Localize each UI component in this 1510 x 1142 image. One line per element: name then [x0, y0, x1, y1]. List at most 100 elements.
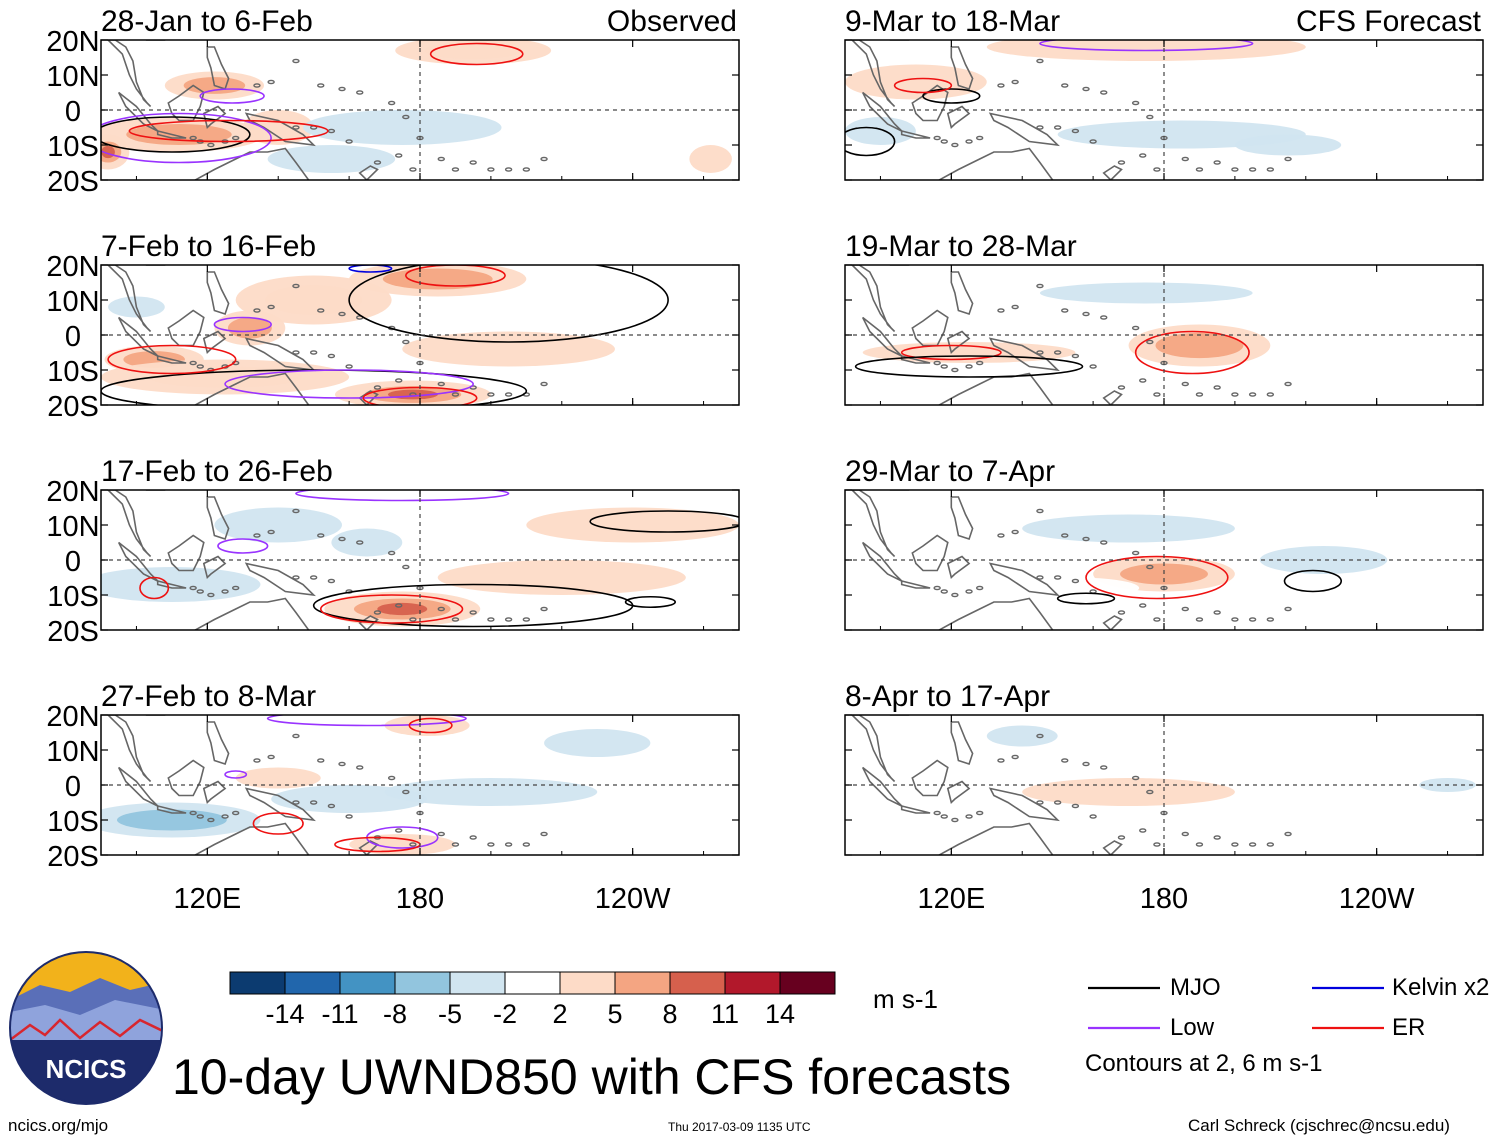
coastline — [193, 372, 310, 405]
island — [338, 86, 346, 92]
y-tick-label: 10S — [47, 581, 99, 613]
y-tick-label: 0 — [65, 321, 81, 353]
coastline — [900, 129, 931, 139]
coastline — [156, 354, 187, 364]
anomaly-blob — [969, 148, 1076, 170]
island — [292, 575, 300, 580]
panel-period: 19-Mar to 28-Mar — [845, 230, 1077, 263]
coastline — [1102, 840, 1123, 855]
island — [345, 139, 353, 144]
coastline — [946, 330, 971, 355]
anomaly-blob — [590, 293, 676, 314]
island — [487, 842, 495, 847]
y-tick-label: 0 — [65, 771, 81, 803]
island — [1036, 575, 1044, 580]
x-tick-label: 120W — [595, 883, 671, 915]
island — [395, 603, 403, 608]
island — [487, 392, 495, 397]
y-tick-label: 10S — [47, 806, 99, 838]
contour-er — [252, 812, 304, 835]
island — [469, 160, 477, 165]
colorbar-tick-label: -8 — [383, 999, 407, 1029]
island — [338, 761, 346, 767]
anomaly-core — [382, 268, 493, 290]
panel-background — [845, 40, 1483, 180]
island — [1266, 392, 1275, 397]
island — [504, 617, 513, 622]
island — [1284, 156, 1292, 162]
logo-chart-line — [10, 1018, 162, 1041]
island — [292, 800, 300, 805]
island — [1100, 315, 1108, 320]
island — [1082, 311, 1090, 317]
panel-content — [101, 40, 732, 180]
island — [451, 167, 460, 172]
anomaly-blob — [544, 729, 651, 757]
island — [402, 339, 410, 345]
island — [327, 578, 336, 584]
island — [1131, 550, 1140, 556]
anomaly-blob — [1234, 134, 1342, 156]
island — [327, 353, 336, 359]
colorbar: -14 -11 -8 -5 -2 2 5 8 11 14 — [229, 971, 836, 1029]
colorbar-segment — [614, 971, 671, 995]
island — [965, 139, 973, 144]
island — [1061, 83, 1069, 88]
anomaly-blob — [1022, 514, 1235, 543]
island — [1053, 350, 1062, 355]
island — [951, 592, 959, 598]
x-tick-label: 120E — [917, 883, 985, 915]
legend-label-kelvin: Kelvin x2 — [1392, 974, 1490, 1001]
coastline — [950, 46, 974, 91]
coastline — [1102, 390, 1123, 405]
coastline — [358, 165, 379, 180]
coastline — [106, 265, 152, 333]
island — [1061, 308, 1069, 313]
coastline — [244, 562, 316, 597]
island — [387, 550, 396, 556]
anomaly-blob — [1447, 553, 1483, 567]
island — [504, 167, 513, 172]
coastline — [193, 147, 310, 180]
island — [1213, 835, 1221, 840]
island — [1071, 803, 1080, 809]
contour-er — [1134, 330, 1250, 375]
anomaly-core — [265, 285, 363, 315]
island — [196, 364, 204, 369]
y-tick-label: 20S — [47, 841, 99, 873]
coastline — [202, 555, 227, 580]
island — [540, 156, 548, 162]
contour-er — [128, 119, 329, 143]
island — [965, 589, 973, 594]
island — [253, 308, 261, 313]
coastline — [156, 129, 187, 139]
island — [1153, 392, 1161, 397]
contour-low — [266, 715, 467, 727]
panel-source: CFS Forecast — [1296, 5, 1482, 38]
island — [1061, 533, 1069, 538]
island — [469, 610, 477, 615]
island — [1011, 304, 1019, 310]
panel: 8-Apr to 17-Apr 120E 180 120W — [844, 680, 1484, 915]
island — [207, 142, 215, 148]
panel-content — [101, 490, 739, 630]
island — [1195, 617, 1204, 622]
island — [1213, 160, 1221, 165]
anomaly-blob — [1039, 282, 1253, 304]
island — [437, 156, 445, 162]
anomaly-blob — [303, 110, 502, 145]
y-tick-label: 0 — [65, 546, 81, 578]
y-tick-label: 0 — [65, 96, 81, 128]
y-tick-label: 10N — [46, 61, 99, 93]
island — [1100, 765, 1108, 770]
contour-mjo — [101, 116, 251, 153]
anomaly-blob — [526, 507, 739, 543]
coastline — [206, 721, 230, 766]
island — [292, 733, 300, 739]
island — [487, 167, 495, 172]
island — [504, 842, 513, 847]
coastline — [988, 562, 1060, 597]
site-url[interactable]: ncics.org/mjo — [8, 1116, 109, 1135]
island — [951, 817, 959, 823]
island — [1082, 536, 1090, 542]
